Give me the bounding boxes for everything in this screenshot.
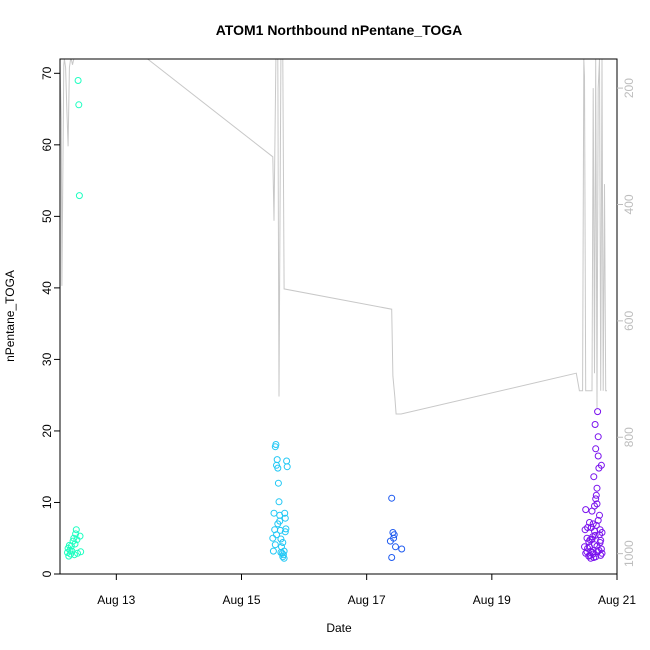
data-point — [272, 441, 280, 448]
data-point — [592, 445, 600, 453]
data-point — [589, 520, 597, 528]
y2-tick-label: 400 — [622, 194, 636, 214]
data-point — [269, 547, 277, 555]
data-point — [388, 554, 396, 561]
data-point — [280, 554, 288, 562]
data-point — [584, 544, 592, 552]
y2-tick-label: 600 — [622, 311, 636, 331]
data-point — [583, 534, 591, 542]
x-tick-label: Aug 13 — [97, 593, 135, 607]
data-point — [277, 549, 285, 556]
data-point — [276, 511, 284, 519]
y-tick-label: 60 — [40, 138, 54, 152]
data-point — [74, 77, 82, 84]
data-point — [77, 548, 85, 556]
data-point — [597, 461, 605, 469]
data-point — [591, 531, 599, 539]
data-point — [592, 495, 600, 503]
data-point — [390, 534, 398, 542]
y2-axis: 200 400 600 800 1000 — [617, 78, 636, 567]
y-tick-label: 50 — [40, 209, 54, 223]
data-point — [591, 502, 598, 510]
data-point — [598, 549, 606, 557]
data-point — [590, 473, 598, 481]
data-point — [392, 543, 399, 551]
chart-title: ATOM1 Northbound nPentane_TOGA — [216, 22, 463, 38]
data-point — [592, 491, 600, 499]
data-point — [586, 543, 593, 551]
y-tick-label: 30 — [40, 352, 54, 366]
data-point — [269, 534, 277, 542]
data-point — [271, 541, 279, 549]
data-point — [594, 452, 602, 460]
data-point — [275, 498, 283, 506]
data-point — [274, 520, 282, 528]
y-axis-label: nPentane_TOGA — [3, 270, 17, 362]
y2-tick-label: 200 — [622, 78, 636, 98]
x-tick-label: Aug 19 — [473, 593, 511, 607]
x-tick-label: Aug 17 — [348, 593, 386, 607]
plot-frame — [59, 58, 618, 575]
data-point — [281, 528, 289, 536]
data-point — [590, 554, 598, 561]
data-point — [281, 514, 289, 522]
data-point — [273, 456, 281, 464]
pressure-line-layer — [60, 59, 607, 415]
data-point — [594, 433, 602, 441]
data-point — [75, 192, 83, 200]
x-axis-label: Date — [326, 621, 352, 635]
data-point — [72, 526, 80, 534]
data-point — [274, 464, 282, 472]
data-point — [71, 540, 79, 548]
data-point — [280, 547, 288, 555]
data-point — [283, 463, 291, 471]
data-point — [398, 545, 406, 553]
data-point — [76, 532, 84, 540]
pressure-line — [60, 59, 607, 415]
data-point — [74, 549, 81, 557]
data-point — [279, 539, 287, 546]
data-point — [277, 535, 285, 543]
data-point — [586, 551, 594, 559]
data-point — [582, 506, 590, 514]
data-point — [388, 494, 396, 502]
data-point — [390, 531, 398, 539]
data-point — [587, 524, 595, 531]
data-point — [274, 479, 282, 487]
data-point — [593, 484, 601, 492]
data-point — [597, 536, 605, 544]
data-point — [596, 511, 603, 519]
data-point — [594, 548, 602, 556]
data-point — [282, 525, 290, 533]
y2-tick-label: 1000 — [622, 540, 636, 567]
x-tick-label: Aug 15 — [222, 593, 260, 607]
data-point — [581, 526, 589, 534]
scatter-points-layer — [64, 77, 606, 562]
data-point — [594, 408, 602, 416]
data-point — [283, 457, 291, 465]
y-tick-label: 20 — [40, 424, 54, 438]
y2-tick-label: 800 — [622, 427, 636, 447]
y-axis: 0 10 20 30 40 50 60 70 — [40, 66, 60, 577]
data-point — [596, 526, 604, 534]
data-point — [591, 421, 599, 428]
y-tick-label: 10 — [40, 495, 54, 509]
data-point — [75, 101, 83, 109]
y-tick-label: 40 — [40, 281, 54, 295]
data-point — [270, 509, 278, 517]
y-tick-label: 70 — [40, 66, 54, 80]
data-point — [273, 531, 280, 539]
y-tick-label: 0 — [40, 570, 54, 577]
x-tick-label: Aug 21 — [598, 593, 636, 607]
x-axis: Aug 13 Aug 15 Aug 17 Aug 19 Aug 21 — [97, 574, 636, 607]
